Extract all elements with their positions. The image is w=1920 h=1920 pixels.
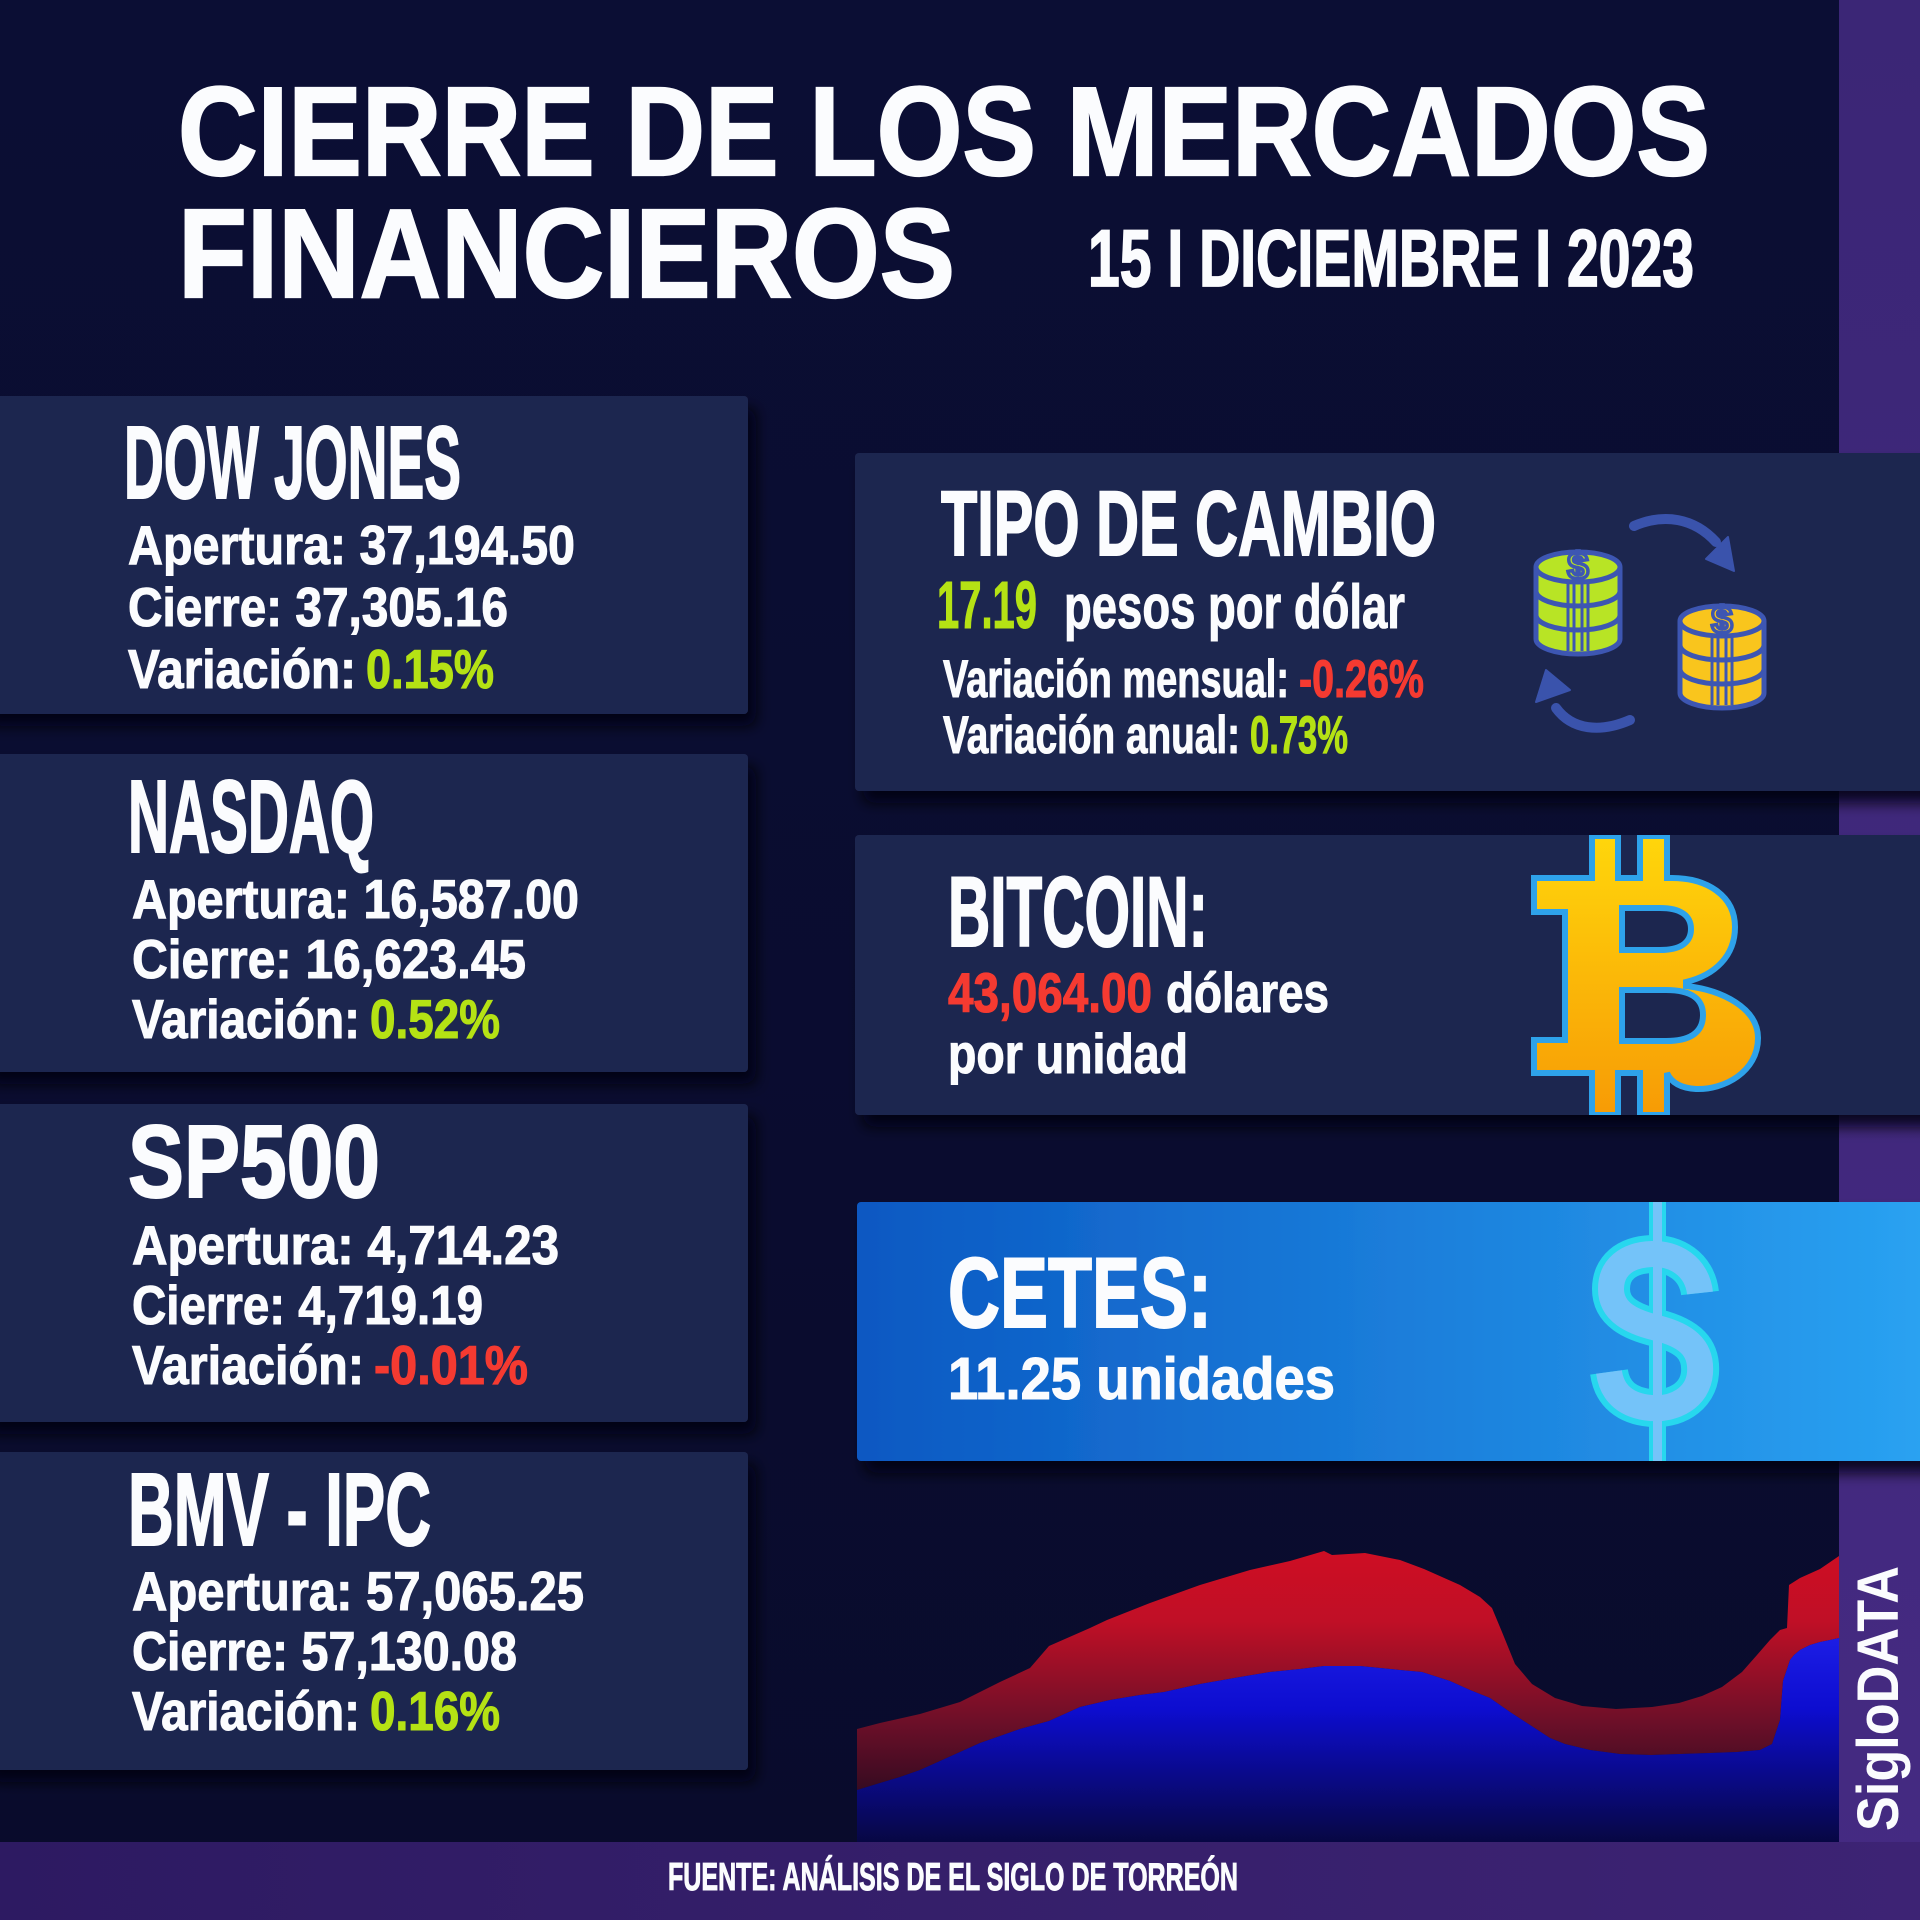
svg-text:FINANCIEROS: FINANCIEROS: [178, 183, 955, 324]
svg-text:dólares: dólares: [1166, 961, 1329, 1024]
svg-text:CETES:: CETES:: [948, 1237, 1212, 1348]
svg-text:SigloDATA: SigloDATA: [1846, 1566, 1911, 1831]
svg-text:Variación:: Variación:: [128, 639, 356, 700]
svg-text:NASDAQ: NASDAQ: [128, 759, 374, 874]
svg-text:17.19: 17.19: [937, 568, 1037, 643]
svg-text:Cierre: 16,623.45: Cierre: 16,623.45: [132, 929, 526, 990]
svg-text:CIERRE DE LOS MERCADOS: CIERRE DE LOS MERCADOS: [178, 61, 1710, 202]
svg-text:SP500: SP500: [128, 1104, 380, 1219]
svg-text:Apertura: 16,587.00: Apertura: 16,587.00: [132, 869, 579, 930]
svg-text:-0.01%: -0.01%: [374, 1335, 528, 1396]
svg-text:11.25 unidades: 11.25 unidades: [948, 1346, 1335, 1412]
svg-text:Variación:: Variación:: [132, 989, 360, 1050]
svg-text:0.52%: 0.52%: [370, 989, 500, 1050]
svg-text:BITCOIN:: BITCOIN:: [948, 856, 1208, 967]
svg-text:Variación:: Variación:: [132, 1681, 360, 1742]
svg-text:BMV - IPC: BMV - IPC: [128, 1452, 431, 1567]
svg-text:DOW JONES: DOW JONES: [124, 405, 461, 520]
svg-text:Apertura: 57,065.25: Apertura: 57,065.25: [132, 1561, 584, 1622]
svg-text:Variación anual:: Variación anual:: [943, 706, 1240, 765]
svg-text:0.73%: 0.73%: [1250, 706, 1348, 765]
svg-text:43,064.00: 43,064.00: [948, 961, 1152, 1024]
svg-text:15 I DICIEMBRE I 2023: 15 I DICIEMBRE I 2023: [1088, 214, 1694, 304]
svg-text:-0.26%: -0.26%: [1299, 650, 1424, 709]
svg-text:$: $: [1567, 546, 1588, 588]
svg-text:Cierre: 4,719.19: Cierre: 4,719.19: [132, 1275, 483, 1336]
svg-text:Cierre: 37,305.16: Cierre: 37,305.16: [128, 577, 508, 638]
svg-text:0.15%: 0.15%: [366, 639, 494, 700]
svg-text:Variación mensual:: Variación mensual:: [943, 650, 1289, 709]
svg-text:$: $: [1711, 600, 1732, 642]
svg-text:Cierre: 57,130.08: Cierre: 57,130.08: [132, 1621, 517, 1682]
svg-text:Variación:: Variación:: [132, 1335, 364, 1396]
svg-text:Apertura: 37,194.50: Apertura: 37,194.50: [128, 515, 575, 576]
svg-text:0.16%: 0.16%: [370, 1681, 500, 1742]
svg-text:TIPO DE CAMBIO: TIPO DE CAMBIO: [941, 473, 1436, 575]
svg-text:pesos por dólar: pesos por dólar: [1064, 573, 1405, 642]
svg-text:FUENTE: ANÁLISIS DE EL SIGLO D: FUENTE: ANÁLISIS DE EL SIGLO DE TORREÓN: [668, 1855, 1238, 1899]
svg-text:por unidad: por unidad: [948, 1022, 1188, 1085]
svg-text:Apertura: 4,714.23: Apertura: 4,714.23: [132, 1215, 559, 1276]
